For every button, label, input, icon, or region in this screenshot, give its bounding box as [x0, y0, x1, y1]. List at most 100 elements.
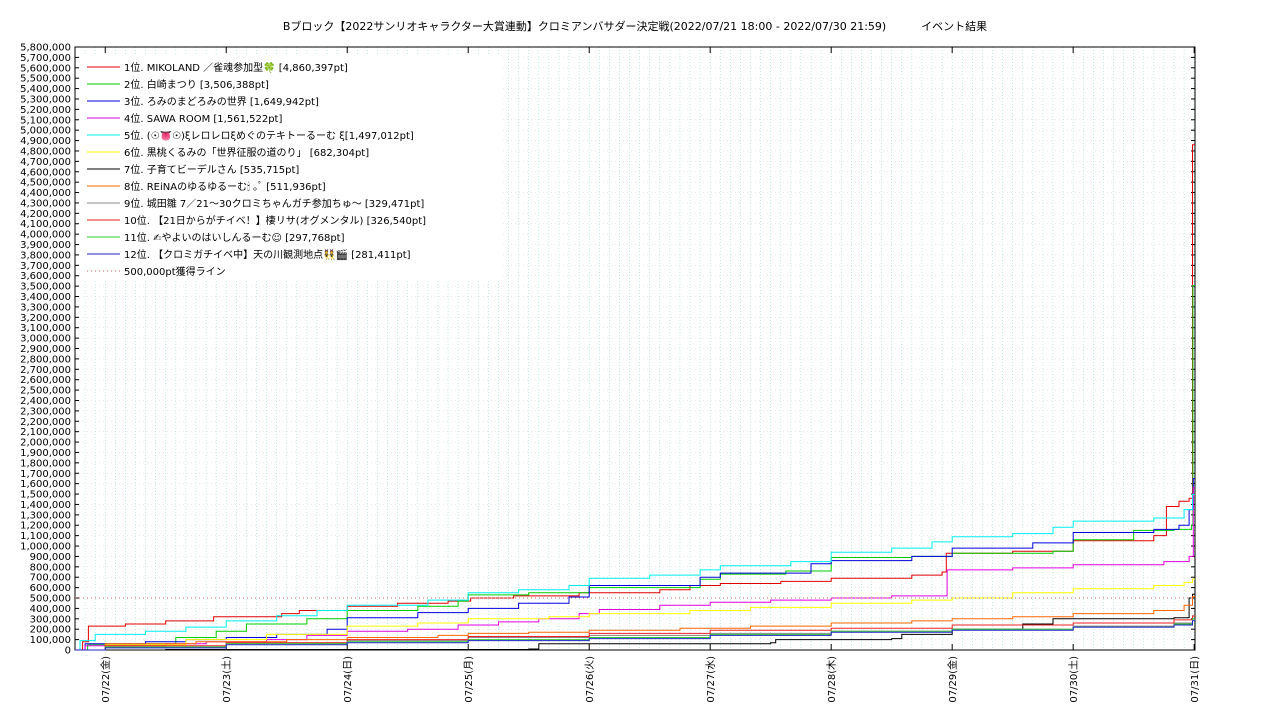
series-line — [75, 596, 1195, 651]
series-line — [75, 144, 1195, 651]
y-tick-label: 2,400,000 — [20, 396, 71, 407]
chart-title: Bブロック【2022サンリオキャラクター大賞連動】クロミアンバサダー決定戦(20… — [282, 20, 988, 33]
y-tick-label: 4,900,000 — [20, 136, 71, 147]
y-tick-label: 2,200,000 — [20, 417, 71, 428]
legend-entry: 7位. 子育てビーデルさん [535,715pt] — [124, 163, 299, 176]
legend-entry: 11位. ✍やよいのはいしんるーむ☺ [297,768pt] — [124, 231, 345, 244]
x-tick-label: 07/27(水) — [705, 656, 717, 703]
x-tick-label: 07/31(日) — [1190, 656, 1201, 703]
y-tick-label: 5,100,000 — [20, 115, 71, 126]
y-tick-label: 400,000 — [30, 604, 71, 615]
series-line — [75, 593, 1195, 651]
legend: 1位. MIKOLAND ／雀魂参加型🍀 [4,860,397pt] 2位. 白崎… — [80, 56, 500, 281]
y-tick-label: 600,000 — [30, 583, 71, 594]
y-tick-label: 5,800,000 — [20, 43, 71, 54]
y-tick-label: 1,700,000 — [20, 469, 71, 480]
y-tick-label: 200,000 — [30, 625, 71, 636]
y-tick-label: 3,800,000 — [20, 250, 71, 261]
y-tick-label: 4,200,000 — [20, 209, 71, 220]
legend-entry: 3位. ろみのまどろみの世界 [1,649,942pt] — [124, 95, 319, 108]
legend-entry: 1位. MIKOLAND ／雀魂参加型🍀 [4,860,397pt] — [124, 61, 348, 74]
y-tick-label: 5,400,000 — [20, 84, 71, 95]
y-tick-label: 4,100,000 — [20, 219, 71, 230]
y-tick-label: 3,100,000 — [20, 323, 71, 334]
x-tick-label: 07/22(金) — [99, 656, 112, 703]
y-tick-label: 100,000 — [30, 635, 71, 646]
y-tick-label: 4,300,000 — [20, 198, 71, 209]
y-tick-label: 2,500,000 — [20, 386, 71, 397]
y-tick-label: 4,500,000 — [20, 178, 71, 189]
x-tick-label: 07/23(土) — [220, 656, 233, 703]
series-line — [75, 493, 1195, 651]
grid-lines — [74, 46, 1195, 651]
y-tick-label: 500,000 — [30, 594, 71, 605]
y-tick-label: 3,300,000 — [20, 302, 71, 313]
y-tick-label: 2,700,000 — [20, 365, 71, 376]
y-tick-label: 1,800,000 — [20, 458, 71, 469]
y-tick-label: 4,700,000 — [20, 157, 71, 168]
legend-entry: 2位. 白崎まつり [3,506,388pt] — [124, 78, 269, 91]
y-tick-label: 4,800,000 — [20, 146, 71, 157]
y-tick-label: 3,700,000 — [20, 261, 71, 272]
y-tick-label: 5,600,000 — [20, 63, 71, 74]
series-lines — [75, 144, 1195, 651]
y-tick-label: 1,100,000 — [20, 531, 71, 542]
legend-entry: 12位. 【クロミガチイベ中】天の川観測地点👯🎬 [281,411pt] — [124, 248, 411, 261]
y-tick-label: 0 — [65, 646, 71, 657]
x-tick-label: 07/24(日) — [343, 656, 354, 703]
series-line — [75, 478, 1195, 651]
y-tick-label: 2,600,000 — [20, 375, 71, 386]
x-tick-label: 07/29(金) — [946, 656, 959, 703]
legend-entry: 9位. 城田雛 7／21〜30クロミちゃんガチ参加ちゅ〜 [329,471pt] — [124, 197, 424, 210]
y-tick-label: 3,900,000 — [20, 240, 71, 251]
legend-entry: 5位. (☉👅☉)ξレロレロξめぐのテキトーるーむ ξ[1,497,012pt] — [124, 129, 414, 142]
series-line — [75, 620, 1195, 651]
y-tick-label: 2,100,000 — [20, 427, 71, 438]
y-tick-label: 2,900,000 — [20, 344, 71, 355]
legend-entry: 10位. 【21日からがチイベ！】棲リサ(オグメンタル) [326,540pt] — [124, 214, 426, 227]
series-line — [75, 487, 1195, 651]
y-tick-label: 3,200,000 — [20, 313, 71, 324]
y-tick-label: 5,300,000 — [20, 94, 71, 105]
y-tick-label: 900,000 — [30, 552, 71, 563]
y-tick-label: 1,500,000 — [20, 490, 71, 501]
y-tick-label: 700,000 — [30, 573, 71, 584]
series-line — [75, 285, 1195, 651]
y-tick-label: 3,400,000 — [20, 292, 71, 303]
y-tick-label: 5,200,000 — [20, 105, 71, 116]
x-tick-label: 07/26(火) — [584, 656, 596, 703]
y-tick-label: 2,000,000 — [20, 438, 71, 449]
y-tick-label: 1,200,000 — [20, 521, 71, 532]
y-tick-label: 3,600,000 — [20, 271, 71, 282]
y-tick-label: 1,000,000 — [20, 542, 71, 553]
y-tick-label: 1,600,000 — [20, 479, 71, 490]
y-tick-label: 5,700,000 — [20, 53, 71, 64]
y-tick-label: 5,500,000 — [20, 74, 71, 85]
series-line — [75, 615, 1195, 651]
legend-box — [80, 56, 500, 281]
y-tick-label: 4,400,000 — [20, 188, 71, 199]
x-tick-label: 07/25(月) — [463, 656, 475, 703]
y-tick-label: 800,000 — [30, 562, 71, 573]
y-tick-label: 3,500,000 — [20, 282, 71, 293]
legend-entry: 8位. REiNAのゆるゆるーむ🕯 ｡ﾟ [511,936pt] — [124, 180, 326, 193]
axes: 0100,000200,000300,000400,000500,000600,… — [20, 43, 1201, 703]
y-tick-label: 1,400,000 — [20, 500, 71, 511]
y-tick-label: 4,600,000 — [20, 167, 71, 178]
legend-entry: 500,000pt獲得ライン — [124, 265, 226, 278]
plot-frame — [74, 46, 1196, 651]
legend-entry: 6位. 黒桃くるみの「世界征服の道のり」 [682,304pt] — [124, 146, 369, 159]
y-tick-label: 1,900,000 — [20, 448, 71, 459]
y-tick-label: 2,300,000 — [20, 406, 71, 417]
y-tick-label: 3,000,000 — [20, 334, 71, 345]
legend-entry: 4位. SAWA ROOM [1,561,522pt] — [124, 112, 282, 125]
y-tick-label: 1,300,000 — [20, 510, 71, 521]
y-tick-label: 4,000,000 — [20, 230, 71, 241]
y-tick-label: 2,800,000 — [20, 354, 71, 365]
y-tick-label: 5,000,000 — [20, 126, 71, 137]
series-line — [75, 578, 1195, 651]
x-tick-label: 07/28(木) — [826, 656, 838, 703]
y-tick-label: 300,000 — [30, 614, 71, 625]
x-tick-label: 07/30(土) — [1067, 656, 1080, 703]
